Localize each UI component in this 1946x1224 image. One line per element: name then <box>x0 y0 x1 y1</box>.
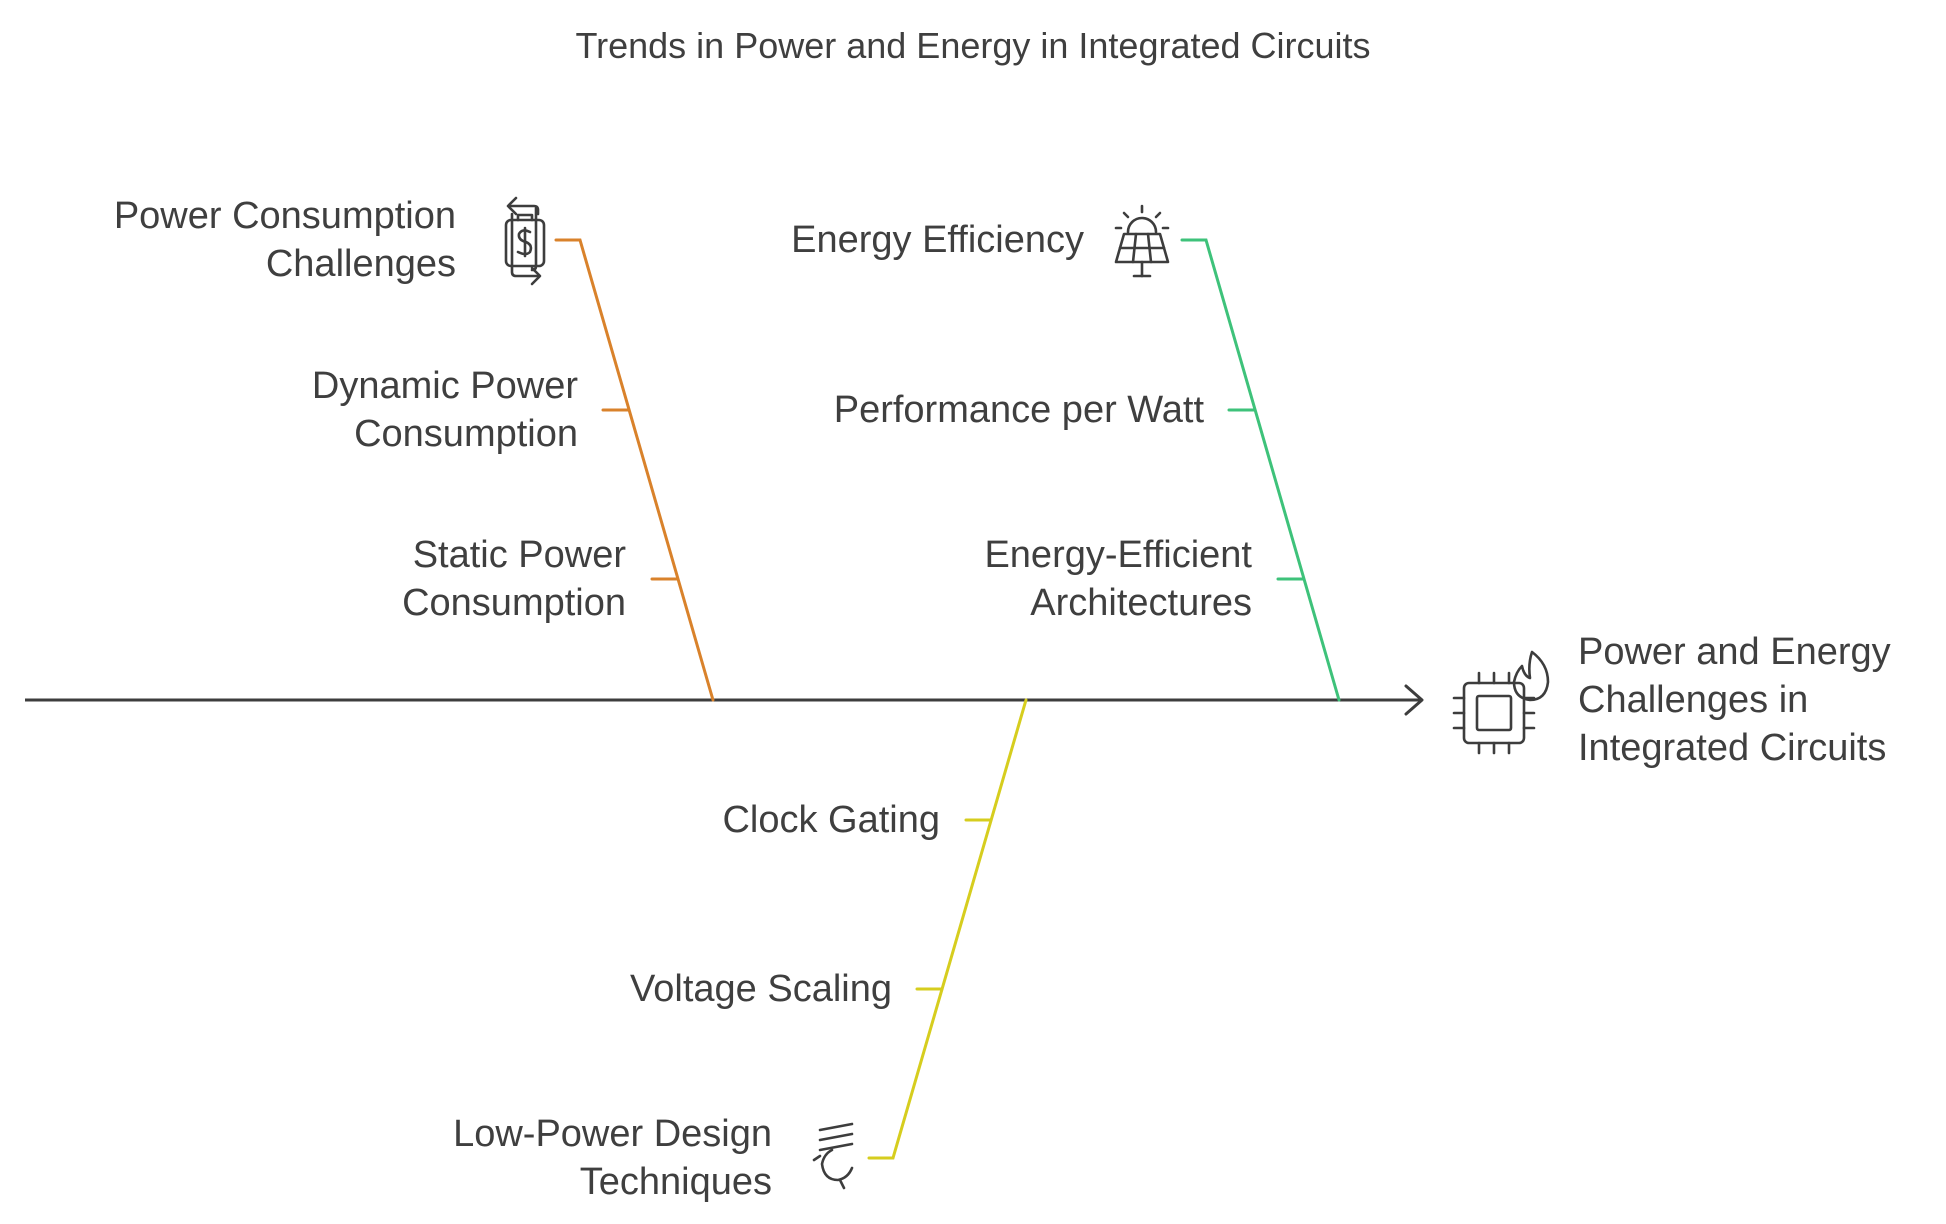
branch-energy-efficiency-bone <box>1180 238 1341 702</box>
solar-panel-icon <box>1114 204 1170 278</box>
branch-power-consumption-item-1: Dynamic Power Consumption <box>311 365 578 455</box>
branch-low-power-design-title: Low-Power Design Techniques <box>453 1113 772 1203</box>
battery-cycle-icon <box>504 196 546 286</box>
branch-power-consumption-bone <box>554 238 715 702</box>
branch-power-consumption-item-2: Static Power Consumption <box>402 534 626 624</box>
branch-low-power-design <box>867 698 1028 1160</box>
branch-power-consumption-title: Power Consumption Challenges <box>113 195 456 285</box>
branch-low-power-design-item-1: Clock Gating <box>722 799 940 841</box>
branch-energy-efficiency-item-2: Energy-Efficient Architectures <box>984 534 1252 624</box>
branch-low-power-design-bone <box>867 698 1028 1160</box>
spine-arrowhead <box>1404 684 1424 716</box>
branch-low-power-design-item-2: Voltage Scaling <box>630 968 892 1010</box>
cpu-flame-icon <box>1452 650 1550 755</box>
branch-energy-efficiency-item-1: Performance per Watt <box>833 389 1204 431</box>
branch-power-consumption <box>554 238 715 702</box>
branch-energy-efficiency <box>1180 238 1341 702</box>
light-bulb-icon <box>812 1122 854 1190</box>
branch-energy-efficiency-title: Energy Efficiency <box>791 219 1084 261</box>
head-label: Power and Energy Challenges in Integrate… <box>1578 631 1891 769</box>
diagram-title: Trends in Power and Energy in Integrated… <box>575 25 1371 66</box>
